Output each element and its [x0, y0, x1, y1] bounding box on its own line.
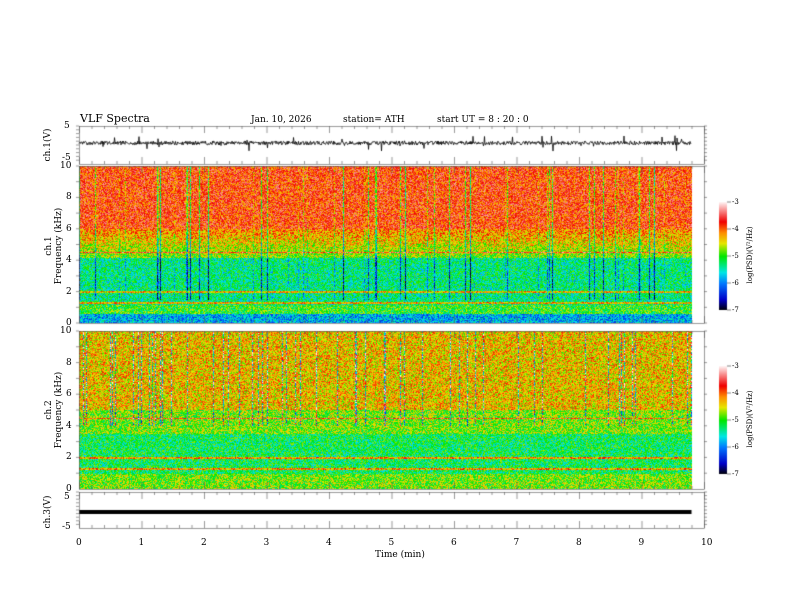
spec-ytick: 8	[66, 357, 72, 368]
ch3-ytick: 5	[64, 492, 70, 502]
x-tick-label: 1	[138, 538, 145, 548]
spec-ytick: 8	[66, 192, 72, 203]
colorbar-tick: -7	[732, 306, 739, 314]
x-tick-label: 2	[201, 538, 207, 548]
colorbar-tick: -4	[732, 389, 739, 397]
colorbar-tick: -6	[732, 279, 739, 287]
figure-title: VLF Spectra	[80, 112, 150, 125]
ch3-ylabel: ch.3(V)	[43, 495, 53, 529]
x-tick-label: 8	[576, 538, 582, 548]
ch1-spec-ylabel-line: ch.1	[44, 236, 54, 256]
colorbar2-label: log(PSD)(V²/Hz)	[746, 390, 754, 448]
spec-ytick: 2	[66, 452, 72, 463]
spec-ytick: 0	[66, 318, 72, 328]
colorbar-tick: -4	[732, 225, 739, 233]
ch1-spec-ylabel-line: Frequency (kHz)	[54, 207, 64, 285]
ch1-ylabel: ch.1(V)	[43, 128, 53, 162]
x-axis-label: Time (min)	[375, 550, 425, 560]
x-tick-label: 5	[388, 538, 395, 548]
spec-ytick: 10	[60, 326, 72, 336]
spec-ytick: 4	[66, 255, 72, 266]
spec-ytick: 6	[66, 223, 72, 234]
x-tick-label: 3	[263, 538, 270, 548]
x-tick-label: 0	[76, 538, 82, 548]
colorbar-tick: -6	[732, 443, 739, 451]
colorbar-tick: -7	[732, 470, 739, 478]
start-time-label: start UT = 8 : 20 : 0	[437, 115, 529, 125]
date-label: Jan. 10, 2026	[251, 115, 312, 125]
ch2-spec-ylabel-line: Frequency (kHz)	[54, 371, 64, 449]
ch3-ytick: -5	[62, 522, 71, 532]
spec-ytick: 0	[66, 484, 72, 494]
spec-ytick: 10	[60, 161, 72, 171]
ch1-spec-ylabel: ch.1 Frequency (kHz)	[44, 196, 64, 296]
ch1-ytick: 5	[64, 121, 70, 131]
x-tick-label: 4	[326, 538, 332, 548]
x-tick-label: 7	[513, 538, 520, 548]
colorbar1-label: log(PSD)(V²/Hz)	[746, 226, 754, 284]
x-tick-label: 10	[701, 538, 713, 548]
spec-ytick: 4	[66, 420, 72, 431]
colorbar-tick: -5	[732, 416, 739, 424]
colorbar-tick: -3	[732, 198, 739, 206]
ch2-spec-ylabel: ch.2 Frequency (kHz)	[44, 360, 64, 460]
spec-ytick: 6	[66, 389, 72, 400]
ch2-spec-ylabel-line: ch.2	[44, 400, 54, 420]
colorbar-tick: -5	[732, 252, 739, 260]
x-tick-label: 9	[638, 538, 645, 548]
spec-ytick: 2	[66, 286, 72, 297]
ch1-ytick: -5	[62, 153, 71, 163]
x-tick-label: 6	[451, 538, 457, 548]
colorbar-tick: -3	[732, 362, 739, 370]
station-label: station= ATH	[343, 115, 405, 125]
